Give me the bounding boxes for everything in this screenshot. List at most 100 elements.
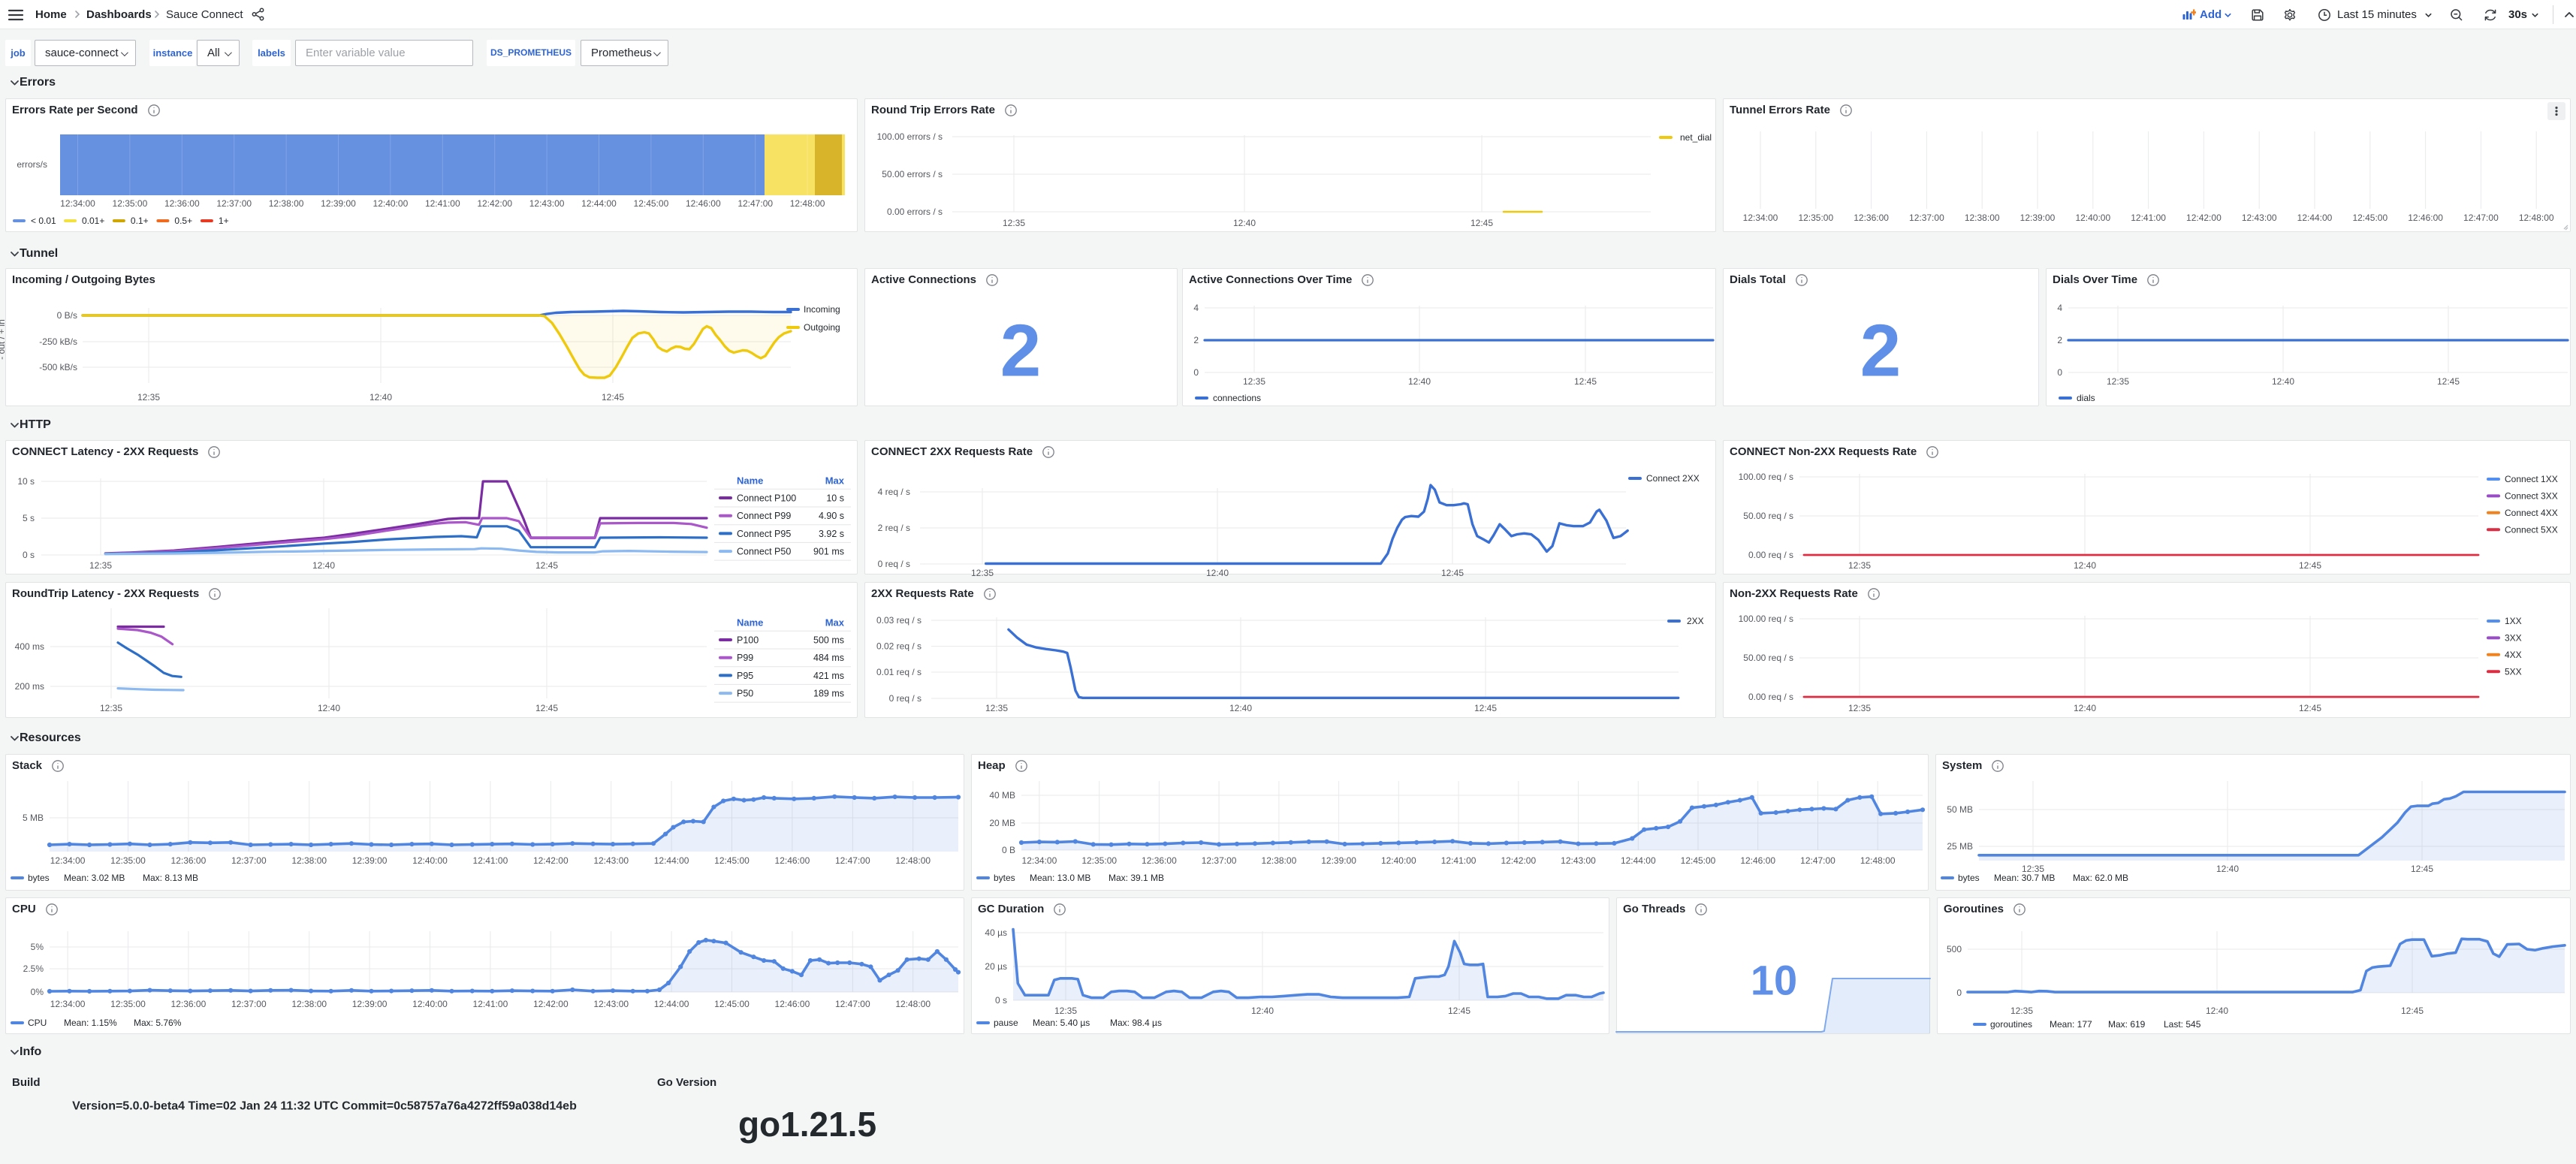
- svg-text:0.00 errors / s: 0.00 errors / s: [887, 207, 943, 217]
- svg-text:12:37:00: 12:37:00: [231, 855, 267, 866]
- svg-text:12:40: 12:40: [2206, 1006, 2228, 1016]
- svg-text:1+: 1+: [219, 216, 229, 226]
- svg-text:25 MB: 25 MB: [1947, 841, 1973, 852]
- svg-text:0: 0: [1956, 988, 1962, 998]
- svg-text:12:40: 12:40: [2272, 376, 2294, 387]
- svg-text:Connect 3XX: Connect 3XX: [2505, 491, 2558, 502]
- svg-text:12:40: 12:40: [370, 392, 392, 403]
- svg-text:12:40: 12:40: [318, 703, 340, 713]
- svg-text:12:38:00: 12:38:00: [291, 999, 327, 1009]
- svg-text:2: 2: [1860, 309, 1902, 391]
- svg-text:12:45:00: 12:45:00: [2352, 213, 2387, 223]
- svg-text:12:41:00: 12:41:00: [2131, 213, 2166, 223]
- svg-text:Connect P50: Connect P50: [737, 547, 791, 557]
- svg-text:0.00 req / s: 0.00 req / s: [1748, 692, 1793, 702]
- svg-text:12:45: 12:45: [2299, 560, 2321, 571]
- svg-text:0: 0: [2057, 367, 2062, 378]
- svg-text:10 s: 10 s: [17, 476, 35, 487]
- svg-text:Connect 1XX: Connect 1XX: [2505, 474, 2558, 484]
- svg-text:12:35:00: 12:35:00: [110, 855, 146, 866]
- svg-text:12:43:00: 12:43:00: [593, 999, 629, 1009]
- svg-text:bytes: bytes: [1958, 873, 1980, 883]
- svg-text:12:43:00: 12:43:00: [593, 855, 629, 866]
- svg-text:12:40:00: 12:40:00: [1381, 855, 1416, 866]
- svg-text:12:40: 12:40: [2074, 560, 2096, 571]
- svg-text:Max: 5.76%: Max: 5.76%: [134, 1018, 182, 1028]
- svg-text:0.00 req / s: 0.00 req / s: [1748, 550, 1793, 560]
- svg-text:12:40: 12:40: [1206, 568, 1229, 578]
- svg-text:3XX: 3XX: [2505, 633, 2522, 644]
- svg-text:0 B: 0 B: [1002, 845, 1015, 855]
- svg-text:421 ms: 421 ms: [813, 671, 844, 681]
- svg-text:4.90 s: 4.90 s: [819, 511, 844, 521]
- svg-text:0 B/s: 0 B/s: [57, 310, 77, 321]
- svg-text:pause: pause: [994, 1018, 1018, 1028]
- svg-text:12:45: 12:45: [2401, 1006, 2424, 1016]
- svg-text:12:38:00: 12:38:00: [1965, 213, 2000, 223]
- svg-text:12:45: 12:45: [1470, 218, 1493, 228]
- svg-text:Version=5.0.0-beta4 Time=02 Ja: Version=5.0.0-beta4 Time=02 Jan 24 11:32…: [72, 1100, 577, 1113]
- svg-text:Last: 545: Last: 545: [2164, 1019, 2201, 1030]
- svg-text:12:35: 12:35: [100, 703, 122, 713]
- svg-text:12:40: 12:40: [1229, 703, 1252, 713]
- svg-text:12:47:00: 12:47:00: [738, 198, 773, 209]
- svg-text:12:42:00: 12:42:00: [477, 198, 512, 209]
- svg-text:12:34:00: 12:34:00: [50, 855, 86, 866]
- svg-text:Mean: 3.02 MB: Mean: 3.02 MB: [64, 873, 125, 883]
- svg-text:12:46:00: 12:46:00: [775, 855, 810, 866]
- svg-text:12:48:00: 12:48:00: [895, 855, 931, 866]
- svg-text:12:35: 12:35: [1848, 703, 1871, 713]
- svg-text:12:44:00: 12:44:00: [2297, 213, 2333, 223]
- svg-text:12:36:00: 12:36:00: [171, 999, 207, 1009]
- svg-text:12:38:00: 12:38:00: [1262, 855, 1297, 866]
- svg-text:50 MB: 50 MB: [1947, 804, 1973, 815]
- svg-text:12:46:00: 12:46:00: [775, 999, 810, 1009]
- svg-text:484 ms: 484 ms: [813, 653, 844, 663]
- svg-text:12:43:00: 12:43:00: [2242, 213, 2277, 223]
- svg-text:5 s: 5 s: [23, 513, 35, 523]
- svg-text:4XX: 4XX: [2505, 650, 2522, 660]
- svg-text:goroutines: goroutines: [1990, 1019, 2032, 1030]
- svg-text:12:37:00: 12:37:00: [1909, 213, 1944, 223]
- svg-text:- out / + in: - out / + in: [0, 319, 7, 360]
- svg-text:12:40:00: 12:40:00: [2075, 213, 2110, 223]
- svg-text:12:42:00: 12:42:00: [1501, 855, 1536, 866]
- svg-text:12:45:00: 12:45:00: [714, 999, 750, 1009]
- svg-text:12:46:00: 12:46:00: [1740, 855, 1775, 866]
- svg-text:4: 4: [1193, 303, 1199, 313]
- svg-text:12:43:00: 12:43:00: [529, 198, 565, 209]
- svg-text:12:47:00: 12:47:00: [835, 999, 870, 1009]
- svg-text:12:37:00: 12:37:00: [231, 999, 267, 1009]
- svg-text:Max: Max: [825, 617, 845, 629]
- svg-text:12:35:00: 12:35:00: [1081, 855, 1117, 866]
- svg-text:Connect 4XX: Connect 4XX: [2505, 508, 2558, 518]
- svg-text:12:35:00: 12:35:00: [113, 198, 148, 209]
- svg-text:Incoming: Incoming: [804, 304, 840, 315]
- svg-text:0: 0: [1193, 367, 1199, 378]
- svg-text:12:36:00: 12:36:00: [164, 198, 200, 209]
- svg-text:3.92 s: 3.92 s: [819, 529, 844, 539]
- svg-text:12:44:00: 12:44:00: [581, 198, 617, 209]
- svg-text:12:42:00: 12:42:00: [533, 999, 569, 1009]
- svg-text:100.00 req / s: 100.00 req / s: [1739, 472, 1793, 482]
- svg-text:dials: dials: [2077, 393, 2095, 403]
- svg-text:P95: P95: [737, 671, 753, 681]
- svg-text:12:40: 12:40: [1251, 1006, 1274, 1016]
- svg-text:Connect P99: Connect P99: [737, 511, 791, 521]
- svg-text:2: 2: [1000, 309, 1042, 391]
- svg-text:12:35: 12:35: [2010, 1006, 2033, 1016]
- svg-text:12:42:00: 12:42:00: [2186, 213, 2222, 223]
- svg-text:Connect P95: Connect P95: [737, 529, 791, 539]
- svg-text:5%: 5%: [31, 942, 44, 952]
- svg-text:20 MB: 20 MB: [989, 818, 1015, 828]
- svg-text:Max: 619: Max: 619: [2108, 1019, 2146, 1030]
- svg-text:100.00 req / s: 100.00 req / s: [1739, 614, 1793, 624]
- svg-text:500 ms: 500 ms: [813, 635, 844, 645]
- svg-text:0.5+: 0.5+: [174, 216, 192, 226]
- svg-text:100.00 errors / s: 100.00 errors / s: [877, 131, 943, 142]
- svg-text:0 s: 0 s: [23, 550, 35, 560]
- svg-text:Connect 5XX: Connect 5XX: [2505, 524, 2558, 535]
- svg-text:12:35: 12:35: [137, 392, 160, 403]
- svg-text:P99: P99: [737, 653, 753, 663]
- svg-text:Name: Name: [737, 475, 763, 487]
